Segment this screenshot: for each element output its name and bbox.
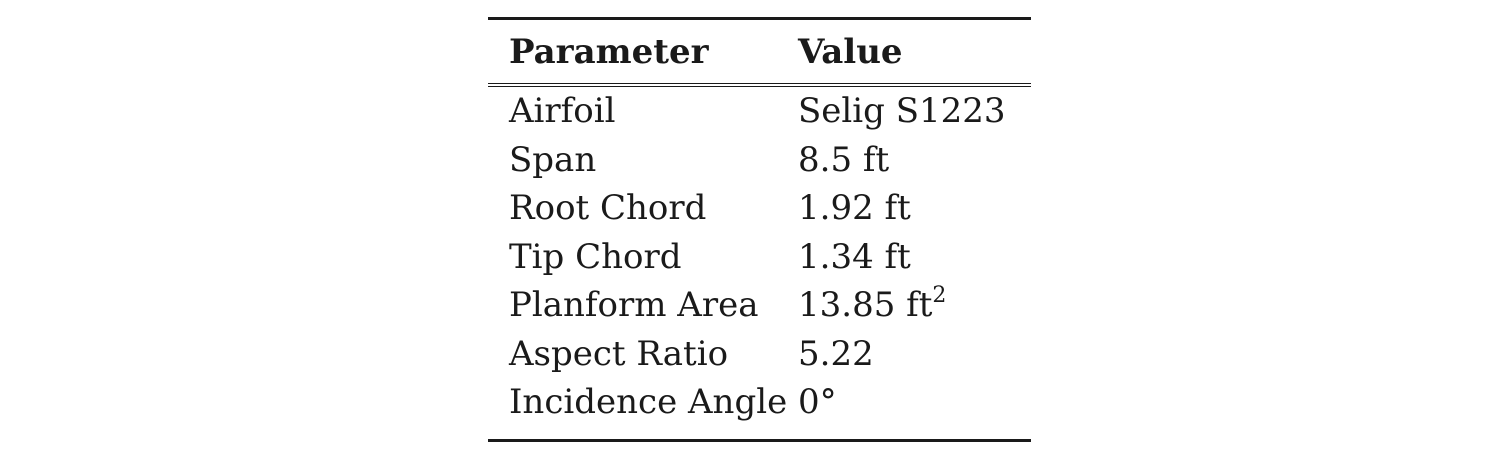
header-parameter: Parameter bbox=[509, 31, 709, 72]
table-row: Tip Chord 1.34 ft bbox=[488, 233, 1031, 282]
row-value: 0° bbox=[798, 382, 837, 423]
table-header-double-rule bbox=[488, 83, 1031, 87]
table-row: Span 8.5 ft bbox=[488, 136, 1031, 185]
table-top-rule bbox=[488, 17, 1031, 20]
row-parameter: Incidence Angle bbox=[509, 382, 788, 423]
table-row: Incidence Angle 0° bbox=[488, 378, 1031, 427]
header-value-cell: Value bbox=[798, 32, 1031, 72]
table-row: Airfoil Selig S1223 bbox=[488, 87, 1031, 136]
table-header-row: Parameter Value bbox=[488, 20, 1031, 83]
row-value: 1.92 ft bbox=[798, 188, 911, 229]
row-value: 13.85 ft bbox=[798, 285, 933, 326]
header-value: Value bbox=[798, 31, 903, 72]
row-value: 1.34 ft bbox=[798, 236, 911, 277]
row-parameter: Airfoil bbox=[509, 91, 616, 132]
row-parameter: Tip Chord bbox=[509, 236, 682, 277]
table-row: Root Chord 1.92 ft bbox=[488, 184, 1031, 233]
row-value: 5.22 bbox=[798, 333, 874, 374]
row-parameter: Root Chord bbox=[509, 188, 707, 229]
row-value: Selig S1223 bbox=[798, 91, 1006, 132]
row-value: 8.5 ft bbox=[798, 139, 890, 180]
row-parameter: Planform Area bbox=[509, 285, 759, 326]
row-parameter: Span bbox=[509, 139, 597, 180]
table-row: Aspect Ratio 5.22 bbox=[488, 330, 1031, 379]
table-bottom-rule bbox=[488, 438, 1031, 442]
row-parameter: Aspect Ratio bbox=[509, 333, 729, 374]
parameter-table: Parameter Value Airfoil Selig S1223 Span… bbox=[488, 17, 1031, 442]
row-value-exponent: 2 bbox=[932, 283, 947, 309]
header-parameter-cell: Parameter bbox=[488, 32, 798, 72]
table-row: Planform Area 13.85 ft2 bbox=[488, 281, 1031, 330]
